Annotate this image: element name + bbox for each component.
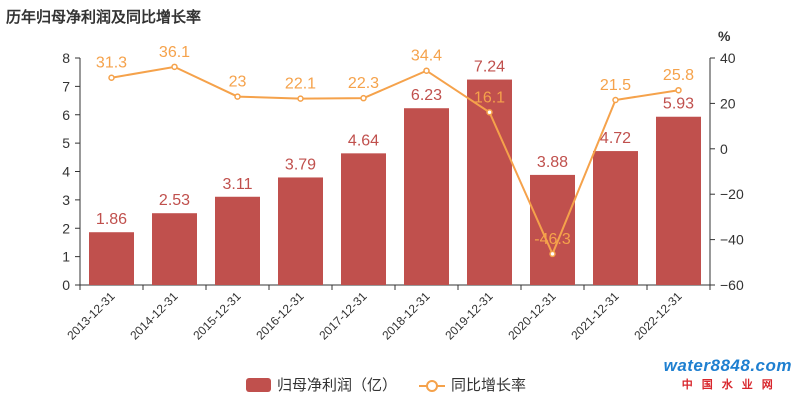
right-tick-label: 40 — [720, 50, 736, 66]
x-tick-label: 2018-12-31 — [379, 289, 433, 343]
growth-value-label: 34.4 — [411, 48, 442, 65]
bar-value-label: 3.11 — [223, 176, 253, 193]
growth-point — [612, 96, 619, 104]
legend: 归母净利润（亿） 同比增长率 — [246, 374, 548, 395]
chart-title: 历年归母净利润及同比增长率 — [6, 9, 202, 26]
growth-point — [108, 74, 115, 81]
right-tick-label: 0 — [720, 141, 728, 157]
bar-value-label: 4.72 — [600, 130, 631, 147]
legend-label-growth: 同比增长率 — [451, 377, 527, 394]
x-tick-label: 2016-12-31 — [253, 289, 307, 343]
growth-point — [549, 250, 556, 258]
bar-value-label: 2.53 — [159, 192, 190, 209]
growth-value-label: 22.1 — [285, 76, 316, 93]
growth-value-label: 25.8 — [663, 67, 694, 84]
growth-point — [171, 63, 178, 71]
bar — [89, 232, 134, 285]
left-tick-label: 0 — [62, 277, 70, 293]
growth-value-label: -46.3 — [534, 231, 571, 248]
growth-point — [297, 95, 304, 102]
left-tick-label: 5 — [62, 135, 70, 151]
left-tick-label: 6 — [62, 107, 70, 123]
growth-point — [234, 93, 241, 100]
growth-point — [486, 109, 493, 116]
left-tick-label: 3 — [62, 192, 70, 208]
x-tick-label: 2021-12-31 — [568, 289, 622, 343]
bar-value-label: 3.88 — [537, 154, 568, 171]
right-tick-label: −40 — [720, 232, 744, 248]
growth-value-label: 36.1 — [159, 44, 190, 61]
left-tick-label: 4 — [62, 164, 70, 180]
bar-value-label: 3.79 — [285, 156, 316, 173]
growth-line-path — [111, 65, 679, 257]
growth-value-label: 21.5 — [600, 77, 631, 94]
growth-value-label: 23 — [229, 74, 247, 91]
x-tick-label: 2022-12-31 — [631, 289, 685, 343]
left-tick-label: 8 — [62, 50, 70, 66]
growth-value-label: 22.3 — [348, 75, 379, 92]
watermark-subtitle: 中国水业网 — [681, 379, 782, 391]
growth-point — [360, 94, 367, 102]
bar-value-label: 6.23 — [411, 87, 442, 104]
growth-point — [423, 67, 430, 74]
watermark-logo: water8848.com 中国水业网 — [664, 356, 792, 392]
data-labels: 1.86 2.53 3.11 3.79 4.64 6.23 7.24 3.88 4.72 5.93… — [96, 44, 694, 248]
x-tick-label: 2019-12-31 — [442, 289, 496, 343]
legend-item-profit[interactable]: 归母净利润（亿） — [246, 374, 397, 395]
bar — [656, 116, 701, 285]
right-axis-unit: % — [718, 28, 731, 44]
growth-value-label: 16.1 — [474, 89, 505, 106]
bar — [341, 153, 386, 285]
growth-value-label: 31.3 — [96, 55, 127, 72]
bars — [89, 79, 701, 285]
x-tick-label: 2015-12-31 — [190, 289, 244, 343]
watermark-logo-text: water8848.com — [663, 356, 792, 375]
left-tick-label: 2 — [62, 220, 70, 236]
bar — [278, 177, 323, 285]
bar — [530, 174, 575, 285]
bar-value-label: 1.86 — [96, 211, 127, 228]
legend-bar-swatch — [246, 377, 271, 392]
left-tick-label: 7 — [62, 78, 70, 94]
growth-point — [675, 86, 682, 94]
growth-line — [108, 63, 682, 258]
bar-value-label: 7.24 — [474, 59, 505, 76]
left-tick-label: 1 — [62, 249, 70, 265]
right-tick-label: −60 — [720, 277, 744, 293]
x-tick-label: 2017-12-31 — [316, 289, 370, 343]
legend-label-profit: 归母净利润（亿） — [277, 377, 398, 394]
x-tick-label: 2014-12-31 — [127, 289, 181, 343]
bar-value-label: 4.64 — [348, 132, 379, 149]
legend-item-growth[interactable]: 同比增长率 — [419, 374, 526, 395]
x-tick-label: 2013-12-31 — [64, 289, 118, 343]
bar — [404, 108, 449, 285]
right-tick-label: 20 — [720, 95, 736, 111]
bar — [215, 196, 260, 285]
bar-value-label: 5.93 — [663, 96, 694, 113]
right-tick-label: −20 — [720, 186, 744, 202]
bar — [152, 213, 197, 285]
x-tick-label: 2020-12-31 — [505, 289, 559, 343]
legend-line-swatch — [419, 378, 446, 392]
bar — [593, 151, 638, 285]
